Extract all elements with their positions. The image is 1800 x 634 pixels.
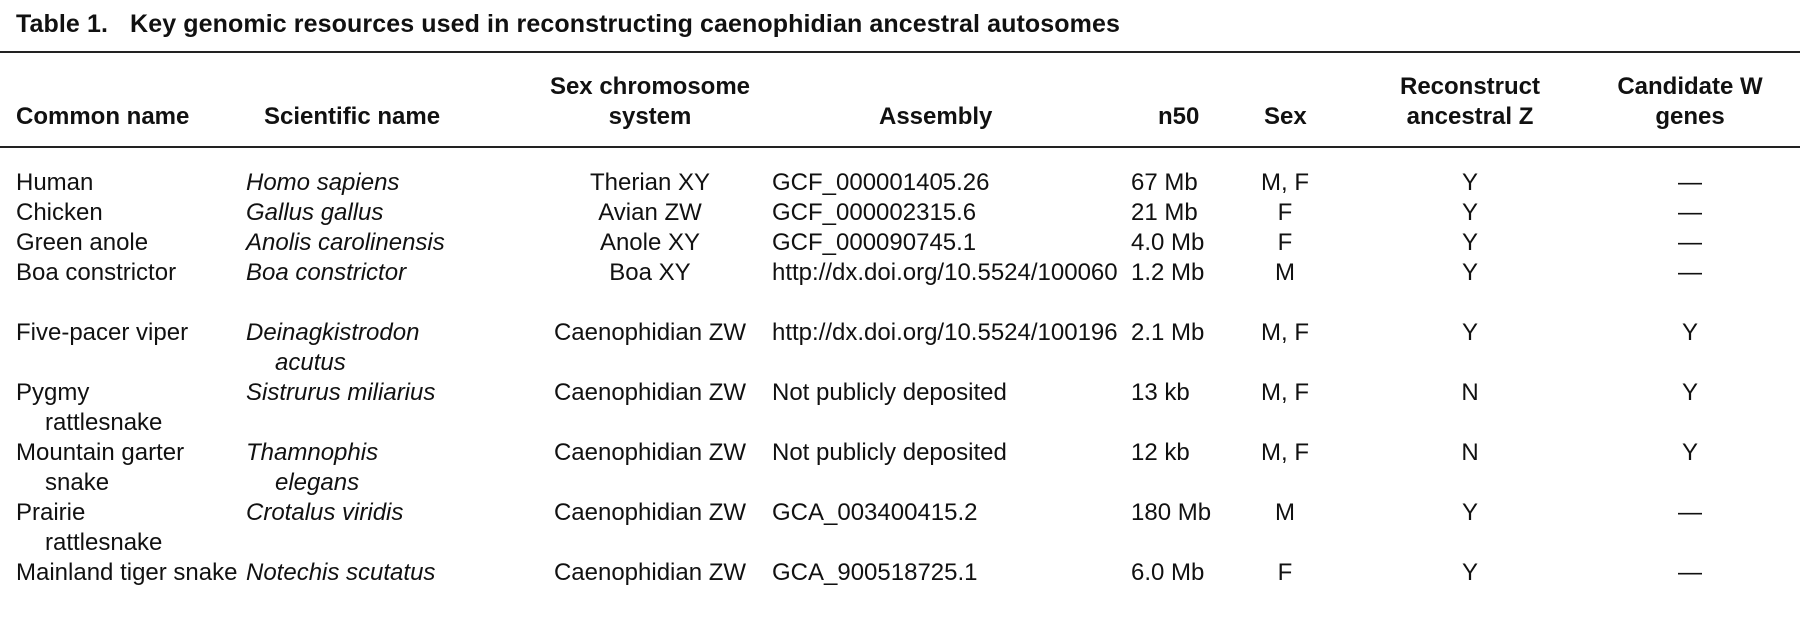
cell-reconstruct: Y [1461,319,1478,346]
table-title: Key genomic resources used in reconstruc… [130,10,1120,38]
cell-candidate: Y [1681,379,1698,406]
cell-scientific-name: Crotalus viridis [246,499,404,526]
cell-candidate: Y [1681,439,1698,466]
cell-scientific-name: Deinagkistrodon acutus [246,319,420,376]
cell-n50: 67 Mb [1131,169,1198,196]
cell-reconstruct: N [1461,439,1479,466]
cell-reconstruct: N [1461,379,1479,406]
cell-candidate: — [1678,169,1702,196]
cell-candidate: — [1678,199,1702,226]
cell-sex: M, F [1261,319,1309,346]
cell-candidate: — [1678,229,1702,256]
cell-scientific-name: Anolis carolinensis [246,229,445,256]
cell-scientific-name: Gallus gallus [246,199,384,226]
cell-common-name: Mountain garter snake [16,439,185,496]
header-sex-chromosome-system-line2: system [608,103,692,130]
cell-sex: M, F [1261,169,1309,196]
cell-sex: M [1275,259,1295,286]
cell-reconstruct: Y [1461,559,1478,586]
cell-scientific-name: Thamnophis elegans [246,439,379,496]
top-rule [0,51,1800,53]
header-assembly: Assembly [879,103,993,130]
cell-reconstruct: Y [1461,499,1478,526]
cell-reconstruct: Y [1461,169,1478,196]
header-scientific-name: Scientific name [264,103,441,130]
cell-sex-chromosome-system: Caenophidian ZW [553,439,747,466]
cell-common-name: Pygmy rattlesnake [16,379,163,436]
cell-sex: M, F [1261,439,1309,466]
header-reconstruct-line1: Reconstruct [1399,73,1541,100]
cell-scientific-name: Notechis scutatus [246,559,436,586]
cell-n50: 180 Mb [1131,499,1212,526]
cell-sex-chromosome-system: Avian ZW [598,199,702,226]
cell-n50: 4.0 Mb [1131,229,1205,256]
cell-candidate: — [1678,559,1702,586]
header-sex: Sex [1264,103,1307,130]
cell-sex: M, F [1261,379,1309,406]
cell-assembly: GCF_000001405.26 [772,169,990,196]
cell-sex-chromosome-system: Caenophidian ZW [553,379,747,406]
header-candidate-line1: Candidate W [1617,73,1763,100]
header-n50: n50 [1158,103,1200,130]
cell-scientific-name: Sistrurus miliarius [246,379,436,406]
cell-sex: F [1277,559,1293,586]
cell-assembly: GCF_000090745.1 [772,229,977,256]
cell-assembly: http://dx.doi.org/10.5524/100196 [772,319,1118,346]
cell-sex: F [1277,199,1293,226]
table-number: Table 1. [16,10,109,38]
cell-scientific-name: Boa constrictor [246,259,407,286]
header-sex-chromosome-system-line1: Sex chromosome [549,73,751,100]
cell-common-name: Human [16,169,94,196]
cell-sex-chromosome-system: Therian XY [589,169,711,196]
header-candidate-w-genes: Candidate W genes [1590,72,1790,132]
cell-sex: M [1275,499,1295,526]
cell-n50: 12 kb [1131,439,1190,466]
cell-n50: 13 kb [1131,379,1190,406]
cell-reconstruct: Y [1461,229,1478,256]
cell-common-name: Mainland tiger snake [16,559,238,586]
cell-scientific-name: Homo sapiens [246,169,400,196]
header-candidate-line2: genes [1655,103,1725,130]
cell-sex-chromosome-system: Caenophidian ZW [553,559,747,586]
cell-candidate: Y [1681,319,1698,346]
cell-reconstruct: Y [1461,259,1478,286]
header-common-name: Common name [16,103,190,130]
cell-candidate: — [1678,499,1702,526]
cell-common-name: Green anole [16,229,149,256]
cell-assembly: http://dx.doi.org/10.5524/100060 [772,259,1118,286]
cell-sex-chromosome-system: Caenophidian ZW [553,499,747,526]
cell-common-name: Five-pacer viper [16,319,189,346]
cell-sex-chromosome-system: Anole XY [599,229,701,256]
cell-common-name: Boa constrictor [16,259,177,286]
cell-assembly: GCA_900518725.1 [772,559,978,586]
cell-sex-chromosome-system: Caenophidian ZW [553,319,747,346]
cell-candidate: — [1678,259,1702,286]
cell-common-name: Chicken [16,199,103,226]
cell-assembly: GCA_003400415.2 [772,499,978,526]
cell-common-name: Prairie rattlesnake [16,499,163,556]
cell-assembly: Not publicly deposited [772,379,1007,406]
header-rule [0,146,1800,148]
cell-n50: 6.0 Mb [1131,559,1205,586]
cell-n50: 1.2 Mb [1131,259,1205,286]
cell-assembly: Not publicly deposited [772,439,1007,466]
header-reconstruct-ancestral-z: Reconstruct ancestral Z [1370,72,1570,132]
cell-n50: 2.1 Mb [1131,319,1205,346]
table-caption: Table 1. Key genomic resources used in re… [16,10,1120,39]
cell-assembly: GCF_000002315.6 [772,199,977,226]
cell-sex-chromosome-system: Boa XY [609,259,691,286]
header-sex-chromosome-system: Sex chromosome system [500,72,800,132]
cell-reconstruct: Y [1461,199,1478,226]
header-reconstruct-line2: ancestral Z [1406,103,1534,130]
cell-sex: F [1277,229,1293,256]
cell-n50: 21 Mb [1131,199,1198,226]
